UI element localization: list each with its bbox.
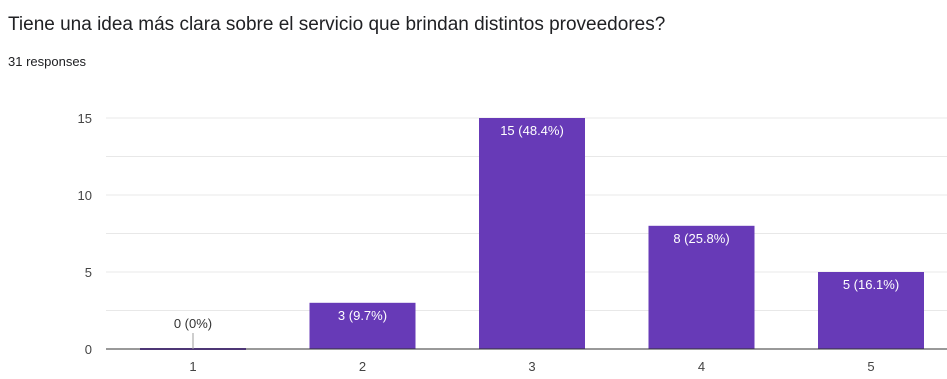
bar-2 (309, 302, 416, 349)
response-count: 31 responses (8, 54, 87, 69)
x-tick-label: 5 (867, 359, 874, 374)
y-tick-label: 5 (85, 265, 92, 280)
bar-3 (479, 118, 585, 349)
x-tick-label: 1 (189, 359, 196, 374)
x-tick-label: 3 (528, 359, 535, 374)
bar-4 (648, 225, 755, 349)
data-labels: 0 (0%) 3 (9.7%) 15 (48.4%) 8 (25.8%) 5 (16.1… (174, 123, 899, 349)
question-title: Tiene una idea más clara sobre el servic… (8, 14, 666, 35)
y-tick-label: 10 (78, 188, 92, 203)
x-tick-label: 2 (359, 359, 366, 374)
data-label: 3 (9.7%) (338, 308, 387, 323)
bars (140, 118, 924, 350)
y-tick-label: 0 (85, 342, 92, 357)
data-label: 5 (16.1%) (843, 277, 899, 292)
data-label: 15 (48.4%) (500, 123, 564, 138)
x-axis-ticks: 1 2 3 4 5 (189, 359, 874, 374)
bar-5 (818, 272, 924, 349)
data-label: 8 (25.8%) (673, 231, 729, 246)
y-tick-label: 15 (78, 111, 92, 126)
y-axis-ticks: 0 5 10 15 (78, 111, 92, 357)
x-tick-label: 4 (698, 359, 705, 374)
data-label: 0 (0%) (174, 316, 212, 331)
